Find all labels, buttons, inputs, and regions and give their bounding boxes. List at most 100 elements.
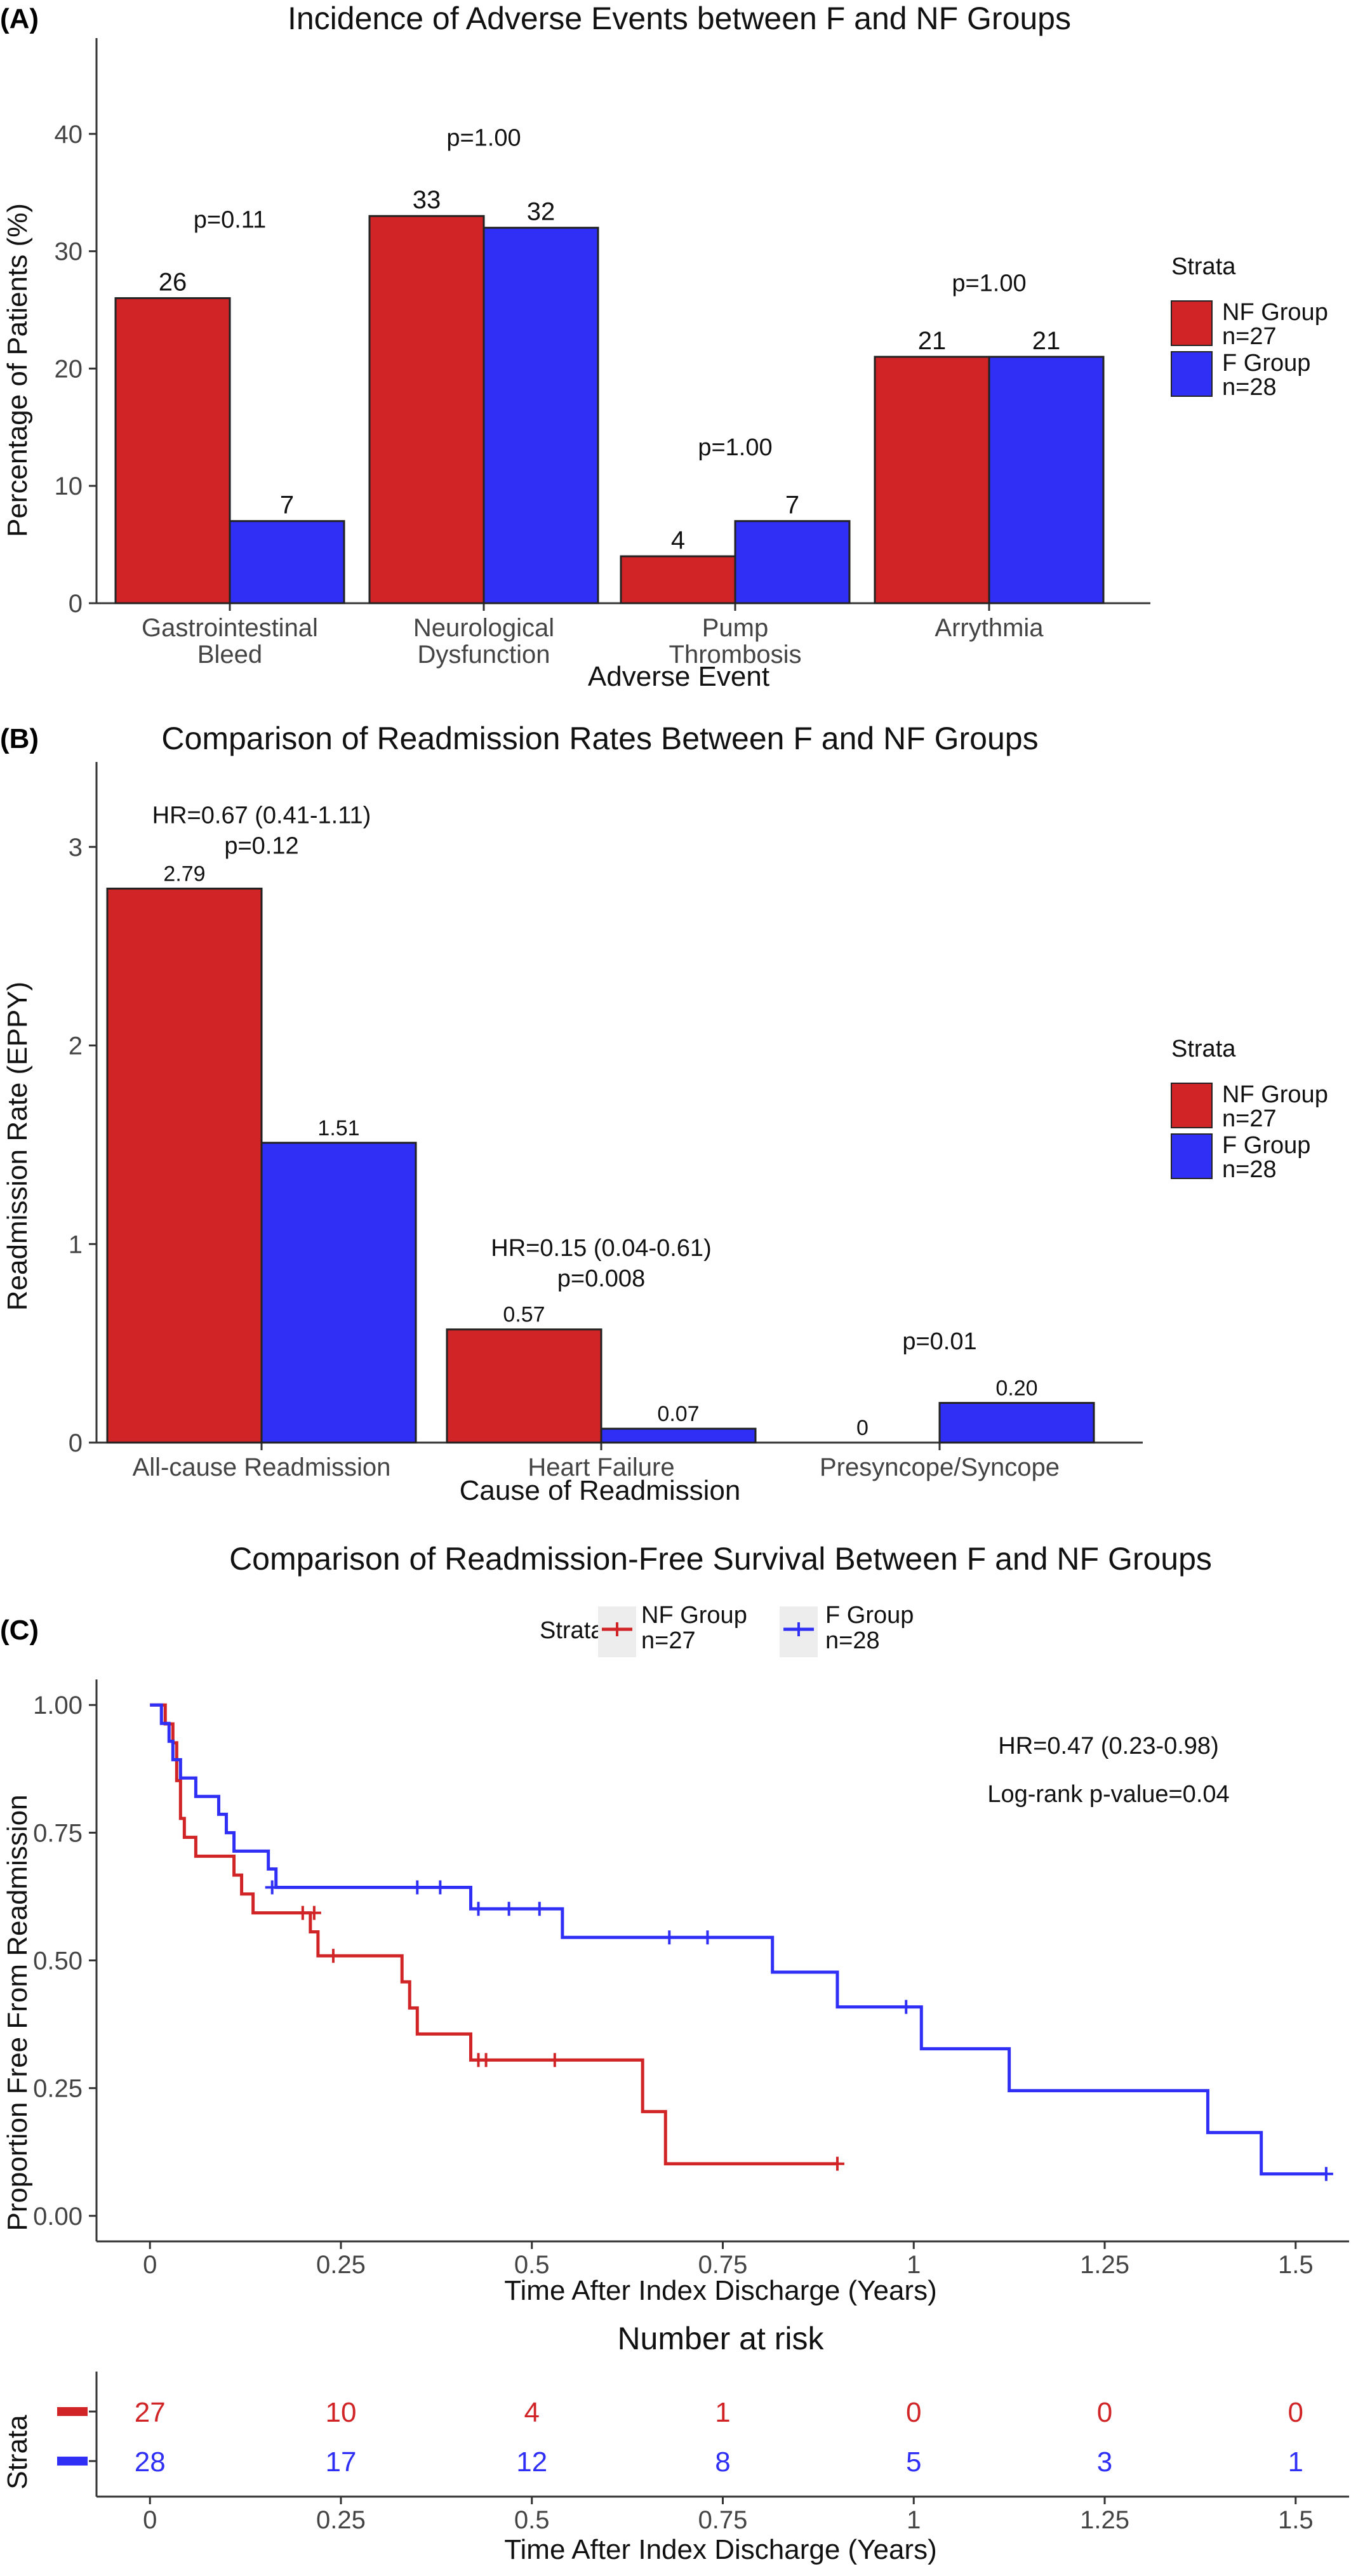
censor-mark	[410, 1880, 425, 1895]
panel-a-ytick-label: 10	[55, 472, 83, 500]
risk-count: 1	[1288, 2446, 1303, 2478]
panel-b-bar	[600, 1427, 757, 1444]
panel-c-legend-key-1	[783, 1622, 814, 1636]
panel-b-bar	[106, 887, 263, 1444]
panel-b-ytick-label: 3	[69, 834, 83, 862]
panel-c-xtick-label: 1.25	[1080, 2251, 1129, 2279]
panel-c-label: (C)	[0, 1615, 39, 1646]
panel-a-bar-value-label: 4	[671, 526, 685, 554]
risk-table-xtick-label: 0.25	[316, 2506, 366, 2534]
risk-count: 8	[715, 2446, 730, 2478]
panel-a-annotation: p=1.00	[952, 270, 1026, 297]
censor-mark	[700, 1930, 715, 1945]
panel-c-legend-label-1: F Group n=28	[825, 1602, 914, 1654]
panel-a-legend-title: Strata	[1171, 253, 1236, 280]
risk-count: 28	[135, 2446, 166, 2478]
panel-c-plot-area: 0.00 0.25 0.50 0.75 1.00 0 0.25 0.5 0.75 1 1.25 1.5…	[33, 1679, 1349, 2279]
panel-b-legend-key-0	[1171, 1083, 1213, 1128]
panel-b-legend-key-1	[1171, 1133, 1213, 1179]
panel-b-annotation: HR=0.67 (0.41-1.11) p=0.12	[152, 802, 371, 859]
panel-a-xtick-label: Neurological Dysfunction	[413, 614, 554, 669]
panel-c-xtick-label: 0.75	[698, 2251, 748, 2279]
risk-row-color-key	[57, 2407, 88, 2416]
panel-a-bar-value-label: 33	[413, 186, 441, 214]
panel-c-xtick-label: 1	[907, 2251, 921, 2279]
panel-a-xtick-label: Gastrointestinal Bleed	[142, 614, 318, 669]
panel-a-title: Incidence of Adverse Events between F an…	[288, 1, 1071, 36]
risk-table-xtick-label: 1.5	[1278, 2506, 1314, 2534]
risk-count: 5	[906, 2446, 921, 2478]
panel-b-xtick-label: Presyncope/Syncope	[820, 1453, 1060, 1481]
panel-b-legend-label-1: F Group n=28	[1222, 1132, 1310, 1183]
censor-mark	[1319, 2166, 1333, 2181]
panel-a-xlabel: Adverse Event	[588, 661, 769, 692]
risk-table-xlabel: Time After Index Discharge (Years)	[504, 2534, 936, 2565]
panel-c-ytick-label: 1.00	[33, 1692, 83, 1719]
panel-c-ytick-label: 0.75	[33, 1819, 83, 1847]
panel-a-bar	[482, 227, 599, 604]
panel-b-bar	[938, 1401, 1095, 1444]
panel-b-bar-value-label: 0.07	[657, 1402, 699, 1426]
panel-a-bar-value-label: 32	[527, 198, 556, 226]
panel-c-ytick-label: 0.00	[33, 2203, 83, 2231]
panel-a-bar	[734, 520, 851, 604]
panel-c-legend-key-0	[602, 1622, 632, 1636]
panel-c-xtick-label: 0.5	[514, 2251, 550, 2279]
panel-a-annotation: p=1.00	[446, 124, 521, 151]
panel-a-legend-key-1	[1171, 351, 1213, 397]
risk-count: 10	[325, 2397, 356, 2428]
risk-count: 3	[1097, 2446, 1112, 2478]
risk-table: Number at risk Strata Time After Index D…	[2, 2321, 1349, 2565]
censor-mark	[265, 1880, 279, 1895]
risk-table-title: Number at risk	[617, 2321, 824, 2356]
panel-a-ytick-label: 30	[55, 238, 83, 266]
risk-count: 0	[1288, 2397, 1303, 2428]
panel-a-bar	[229, 520, 345, 604]
panel-b-xtick-label: All-cause Readmission	[133, 1453, 391, 1481]
risk-table-xtick-label: 0.75	[698, 2506, 748, 2534]
censor-mark	[433, 1880, 448, 1895]
risk-row-color-key	[57, 2457, 88, 2466]
panel-b-xlabel: Cause of Readmission	[460, 1475, 741, 1506]
panel-c-annotation: Log-rank p-value=0.04	[987, 1781, 1229, 1808]
censor-mark	[471, 1902, 486, 1916]
risk-table-body: 27 10 4 1 0 0 028 17 12 8 5 3 10 0.25 0.5 0.75 1 1.25 1.5	[57, 2372, 1349, 2534]
panel-a-bar-value-label: 21	[918, 327, 947, 355]
panel-b-legend-label-0: NF Group n=27	[1222, 1081, 1328, 1132]
panel-a: (A) Incidence of Adverse Events between …	[0, 1, 1328, 692]
risk-table-xtick-label: 0	[143, 2506, 157, 2534]
risk-count: 4	[524, 2397, 539, 2428]
censor-mark	[662, 1930, 677, 1945]
panel-b-bar-value-label: 0.57	[503, 1303, 545, 1327]
censor-mark	[307, 1905, 321, 1920]
risk-table-xtick-label: 0.5	[514, 2506, 550, 2534]
panel-a-plot-area: 0 10 20 30 40 Gastrointestinal Bleed 26 7 Neurolo…	[55, 38, 1328, 669]
risk-table-ylabel: Strata	[2, 2415, 33, 2490]
panel-c-legend-label-0: NF Group n=27	[641, 1602, 747, 1654]
censor-mark	[547, 2053, 562, 2067]
risk-count: 0	[1097, 2397, 1112, 2428]
panel-a-legend-label-1: F Group n=28	[1222, 350, 1310, 401]
panel-c-legend: Strata NF Group n=27 F Group n=28	[540, 1602, 914, 1657]
censor-mark	[502, 1902, 516, 1916]
panel-c: (C) Comparison of Readmission-Free Survi…	[0, 1541, 1349, 2306]
risk-count: 12	[516, 2446, 547, 2478]
panel-b-ytick-label: 1	[69, 1231, 83, 1258]
panel-a-bar	[874, 356, 990, 604]
panel-b-label: (B)	[0, 723, 39, 754]
km-curve-1	[150, 1703, 1326, 2176]
panel-a-ytick-label: 40	[55, 121, 83, 149]
panel-a-bar	[114, 297, 231, 604]
panel-b-bar-value-label: 0	[856, 1416, 868, 1440]
risk-count: 1	[715, 2397, 730, 2428]
panel-a-xtick-label: Pump Thrombosis	[669, 614, 802, 669]
panel-b-bar	[446, 1328, 602, 1444]
panel-c-title: Comparison of Readmission-Free Survival …	[229, 1541, 1212, 1577]
panel-a-annotation: p=0.11	[194, 207, 266, 234]
panel-b-bar	[260, 1142, 417, 1444]
panel-b: (B) Comparison of Readmission Rates Betw…	[0, 721, 1328, 1506]
panel-a-ytick-label: 20	[55, 355, 83, 383]
risk-count: 17	[325, 2446, 356, 2478]
risk-count: 27	[135, 2397, 166, 2428]
panel-b-plot-area: 0 1 2 3 All-cause Readmission 2.79 1.51 Heart F…	[69, 762, 1328, 1481]
